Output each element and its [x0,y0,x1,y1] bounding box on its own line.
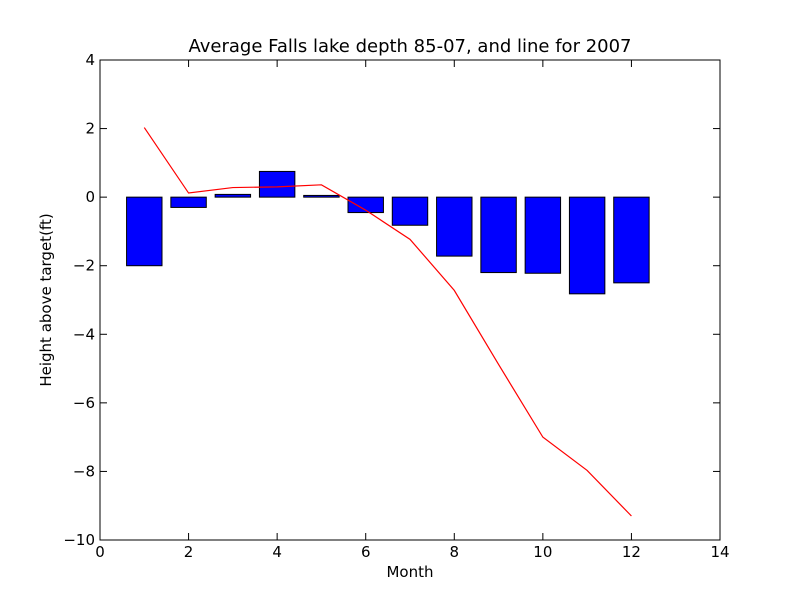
bar-month-11 [568,196,606,295]
bar-month-2 [170,196,207,208]
bar-month-10 [524,196,562,274]
y-tick-label: −6 [73,394,95,412]
x-tick-label: 4 [272,543,282,561]
y-tick-label: −10 [63,531,95,549]
x-axis-label: Month [386,563,433,581]
y-tick-label: 0 [85,188,95,206]
chart-title: Average Falls lake depth 85-07, and line… [188,36,631,57]
y-axis-ticks: 4 2 0 −2 −4 −6 −8 −10 [63,51,720,549]
bar-month-4 [258,170,296,198]
bar-month-5 [303,194,340,198]
x-tick-label: 8 [450,543,460,561]
bar-month-8 [436,196,473,257]
x-tick-label: 14 [710,543,729,561]
bar-month-9 [480,196,517,274]
y-tick-label: 2 [85,120,95,138]
plot-frame [99,59,721,541]
y-axis-label: Height above target(ft) [37,213,55,386]
bar-series [126,170,650,295]
x-tick-label: 2 [184,543,194,561]
x-tick-label: 0 [95,543,105,561]
x-tick-label: 12 [622,543,641,561]
bar-month-6 [347,196,384,214]
y-tick-label: −8 [73,462,95,480]
x-tick-label: 6 [361,543,371,561]
line-series [143,127,632,517]
bar-month-12 [613,196,650,284]
y-tick-label: 4 [85,51,95,69]
x-axis-ticks: 0 2 4 6 8 10 12 14 [95,60,730,561]
bar-month-1 [126,196,163,267]
bar-month-7 [391,196,429,226]
y-tick-label: −4 [73,325,95,343]
line-2007 [143,127,632,517]
x-tick-label: 10 [533,543,552,561]
y-tick-label: −2 [73,257,95,275]
bar-month-3 [214,193,252,198]
